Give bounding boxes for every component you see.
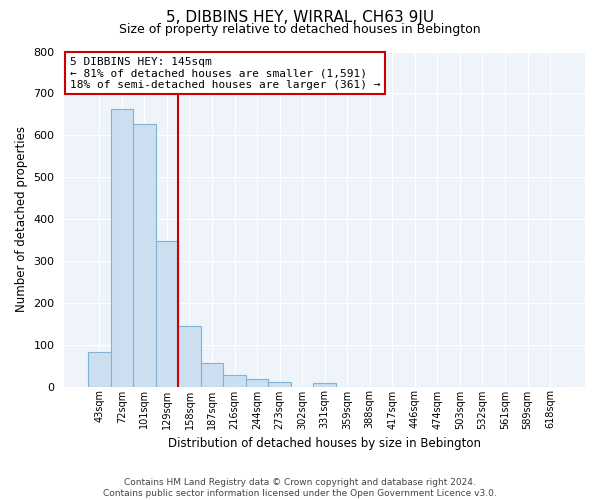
Bar xyxy=(155,241,178,386)
Text: 5 DIBBINS HEY: 145sqm
← 81% of detached houses are smaller (1,591)
18% of semi-d: 5 DIBBINS HEY: 145sqm ← 81% of detached … xyxy=(70,56,380,90)
Text: 5, DIBBINS HEY, WIRRAL, CH63 9JU: 5, DIBBINS HEY, WIRRAL, CH63 9JU xyxy=(166,10,434,25)
Bar xyxy=(223,375,246,386)
Bar xyxy=(246,379,268,386)
Bar xyxy=(268,382,291,386)
Bar xyxy=(201,364,223,386)
Bar xyxy=(313,383,336,386)
Text: Size of property relative to detached houses in Bebington: Size of property relative to detached ho… xyxy=(119,22,481,36)
Y-axis label: Number of detached properties: Number of detached properties xyxy=(15,126,28,312)
X-axis label: Distribution of detached houses by size in Bebington: Distribution of detached houses by size … xyxy=(168,437,481,450)
Bar xyxy=(110,110,133,386)
Bar xyxy=(88,352,110,386)
Bar xyxy=(133,124,155,386)
Bar xyxy=(178,326,201,386)
Text: Contains HM Land Registry data © Crown copyright and database right 2024.
Contai: Contains HM Land Registry data © Crown c… xyxy=(103,478,497,498)
